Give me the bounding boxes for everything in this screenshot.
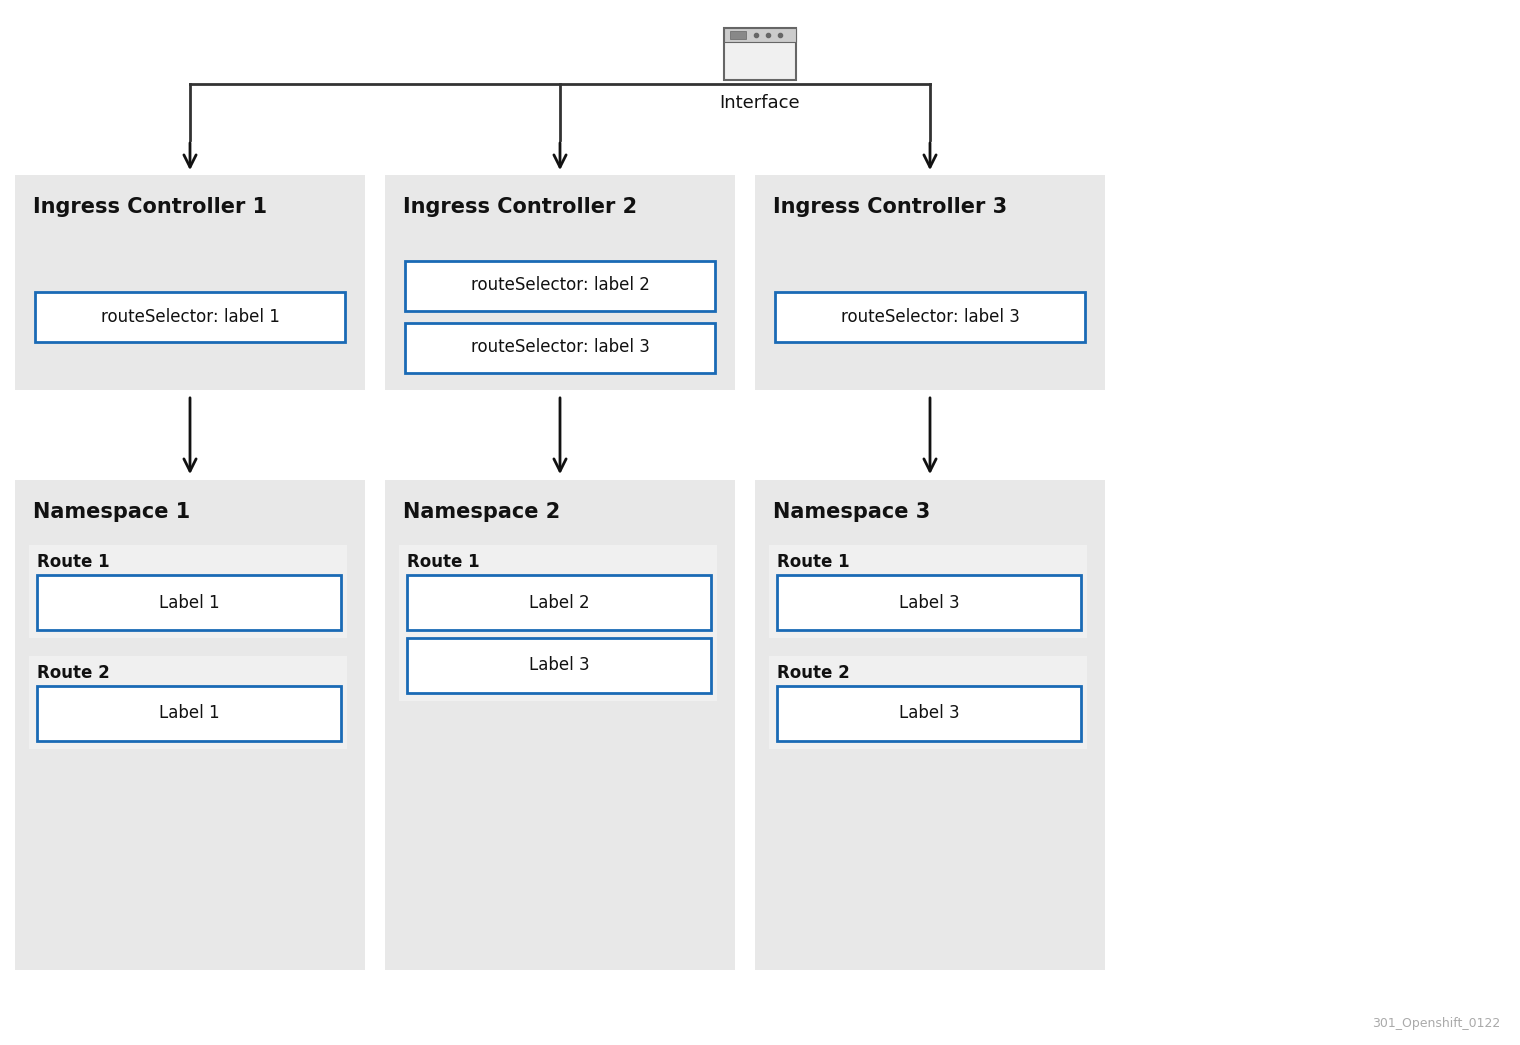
Text: Interface: Interface: [719, 94, 801, 112]
Bar: [724, 28, 796, 80]
Bar: [29, 545, 347, 638]
Bar: [36, 686, 340, 741]
Text: Ingress Controller 2: Ingress Controller 2: [403, 198, 637, 217]
Text: 301_Openshift_0122: 301_Openshift_0122: [1371, 1017, 1500, 1030]
Bar: [777, 686, 1081, 741]
Text: Route 2: Route 2: [777, 664, 850, 682]
Bar: [398, 545, 717, 701]
Text: routeSelector: label 1: routeSelector: label 1: [100, 307, 280, 325]
Bar: [755, 175, 1105, 390]
Text: Ingress Controller 3: Ingress Controller 3: [774, 198, 1008, 217]
Bar: [407, 575, 711, 630]
Bar: [769, 656, 1087, 749]
Text: routeSelector: label 2: routeSelector: label 2: [471, 277, 649, 295]
Text: Label 1: Label 1: [158, 594, 219, 611]
Text: Label 3: Label 3: [529, 656, 590, 674]
Text: Route 1: Route 1: [407, 553, 480, 571]
Bar: [730, 31, 746, 39]
Bar: [15, 480, 365, 970]
Bar: [404, 323, 714, 372]
Bar: [407, 638, 711, 693]
Bar: [724, 28, 796, 42]
Bar: [35, 292, 345, 342]
Text: Namespace 1: Namespace 1: [33, 502, 190, 522]
Text: Route 1: Route 1: [777, 553, 850, 571]
Text: routeSelector: label 3: routeSelector: label 3: [841, 307, 1020, 325]
Text: Namespace 2: Namespace 2: [403, 502, 561, 522]
Text: Namespace 3: Namespace 3: [774, 502, 930, 522]
Text: Label 2: Label 2: [529, 594, 590, 611]
Bar: [775, 292, 1085, 342]
Text: Ingress Controller 1: Ingress Controller 1: [33, 198, 268, 217]
Text: Route 2: Route 2: [36, 664, 109, 682]
Text: routeSelector: label 3: routeSelector: label 3: [471, 339, 649, 356]
Bar: [385, 480, 736, 970]
Bar: [755, 480, 1105, 970]
Bar: [777, 575, 1081, 630]
Bar: [769, 545, 1087, 638]
Bar: [404, 260, 714, 310]
Bar: [385, 175, 736, 390]
Bar: [29, 656, 347, 749]
Text: Label 3: Label 3: [898, 704, 959, 722]
Bar: [15, 175, 365, 390]
Bar: [36, 575, 340, 630]
Text: Label 3: Label 3: [898, 594, 959, 611]
Text: Label 1: Label 1: [158, 704, 219, 722]
Text: Route 1: Route 1: [36, 553, 109, 571]
